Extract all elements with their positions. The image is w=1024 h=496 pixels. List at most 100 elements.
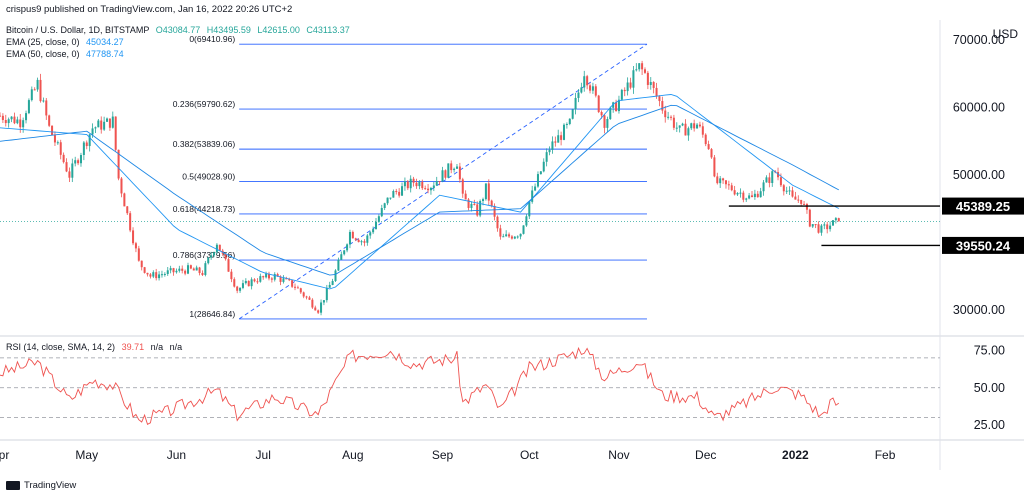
symbol-legend: Bitcoin / U.S. Dollar, 1D, BITSTAMP O430… — [6, 25, 350, 35]
symbol-label: Bitcoin / U.S. Dollar, 1D, BITSTAMP — [6, 25, 150, 35]
candle-body — [169, 268, 172, 271]
candle-body — [750, 195, 754, 198]
candle-body — [247, 280, 250, 287]
candle-body — [684, 123, 687, 136]
candle-body — [230, 271, 233, 280]
candle-body — [62, 154, 65, 163]
candle-body — [172, 268, 175, 273]
candle-body — [85, 142, 88, 147]
candle-body — [236, 286, 239, 291]
candle-body — [823, 224, 826, 226]
candle-body — [152, 272, 155, 277]
candle-body — [65, 162, 68, 172]
fib-level-label: 0.382(53839.06) — [173, 139, 236, 149]
candle-body — [565, 123, 568, 125]
candle-body — [213, 252, 216, 256]
candle-body — [794, 196, 797, 200]
candle-body — [100, 120, 103, 130]
price-badge — [942, 236, 1024, 254]
candle-body — [591, 86, 594, 91]
candle-body — [406, 181, 409, 189]
candle-body — [270, 278, 273, 280]
candle-body — [282, 278, 285, 282]
candle-body — [641, 63, 644, 70]
candle-body — [727, 184, 730, 186]
candle-body — [210, 255, 213, 258]
candle-body — [545, 152, 548, 162]
candle-body — [369, 232, 372, 236]
candle-body — [123, 193, 126, 207]
candle-body — [56, 142, 59, 144]
candlestick-series — [0, 60, 840, 316]
candle-body — [681, 123, 684, 126]
candle-body — [137, 248, 140, 261]
candle-body — [661, 101, 664, 111]
candle-body — [106, 118, 109, 122]
candle-body — [557, 135, 560, 143]
candle-body — [502, 236, 505, 238]
tradingview-brand-label: TradingView — [24, 480, 77, 491]
candle-body — [325, 287, 328, 301]
ema25-label: EMA (25, close, 0) — [6, 37, 80, 47]
time-axis-label: Apr — [0, 448, 9, 462]
candle-body — [531, 190, 534, 202]
candle-body — [366, 235, 369, 243]
candle-body — [589, 85, 592, 91]
candle-body — [403, 181, 406, 187]
candle-body — [383, 203, 386, 208]
candle-body — [429, 187, 432, 191]
ema50-value: 47788.74 — [86, 49, 124, 59]
candle-body — [482, 199, 485, 202]
fib-level-label: 0(69410.96) — [189, 34, 235, 44]
time-axis-label: Nov — [608, 448, 629, 462]
candle-body — [534, 186, 537, 191]
candle-body — [374, 221, 378, 230]
candle-body — [629, 82, 632, 88]
candle-body — [739, 192, 742, 194]
candle-body — [77, 160, 80, 164]
candle-body — [134, 243, 137, 249]
tradingview-brand[interactable]: TradingView — [6, 480, 76, 491]
candle-body — [623, 89, 626, 92]
fib-level-label: 0.236(59790.62) — [173, 99, 236, 109]
candle-body — [701, 126, 704, 135]
candle-body — [117, 149, 120, 179]
time-axis-label: May — [75, 448, 98, 462]
tradingview-logo-icon — [6, 481, 20, 490]
candle-body — [305, 296, 308, 298]
candle-body — [577, 92, 580, 98]
candle-body — [722, 178, 725, 181]
rsi-tick-label: 50.00 — [974, 381, 1005, 395]
rsi-line — [0, 346, 840, 425]
candle-body — [803, 203, 806, 205]
horizontal-lines: 45389.25 39550.24 — [728, 197, 1024, 254]
candle-body — [343, 250, 346, 255]
candle-body — [143, 267, 146, 273]
candle-body — [638, 63, 641, 70]
candle-body — [586, 76, 589, 86]
ema-lines — [0, 94, 840, 290]
candle-body — [372, 229, 375, 233]
candle-body — [470, 203, 473, 208]
candle-body — [548, 149, 551, 153]
candle-body — [10, 116, 13, 120]
candle-body — [94, 127, 97, 129]
candle-body — [733, 190, 736, 195]
candle-body — [551, 141, 554, 150]
candle-body — [71, 163, 74, 178]
candle-body — [239, 287, 242, 291]
candle-body — [834, 218, 837, 221]
candle-body — [36, 79, 39, 90]
candle-body — [114, 116, 117, 150]
candle-body — [562, 124, 566, 140]
candle-body — [499, 228, 502, 237]
price-badge-label: 45389.25 — [956, 199, 1010, 214]
candle-body — [398, 191, 401, 196]
candle-body — [328, 284, 331, 288]
candle-body — [224, 253, 227, 260]
time-axis-label: Aug — [342, 448, 363, 462]
candle-body — [467, 199, 470, 208]
candle-body — [120, 178, 123, 194]
candle-body — [719, 178, 722, 184]
candle-body — [670, 116, 673, 118]
